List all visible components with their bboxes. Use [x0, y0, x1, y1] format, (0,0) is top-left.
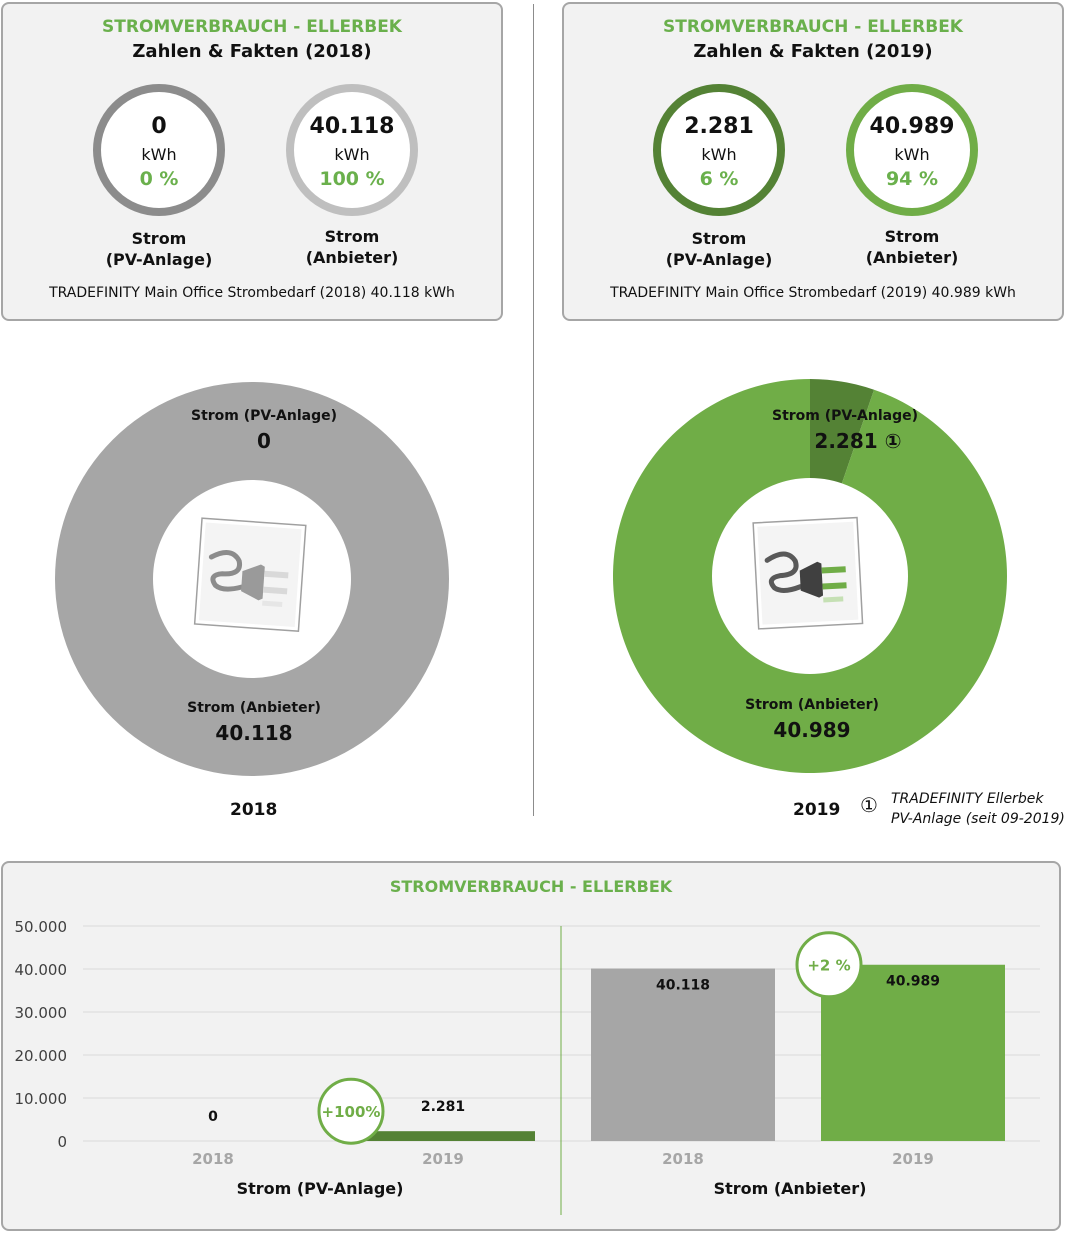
bar-provider-2019 [821, 964, 1005, 1141]
svg-text:+100%: +100% [322, 1103, 381, 1121]
card-subtitle: Zahlen & Fakten (2018) [132, 41, 372, 62]
power-plug-icon [193, 517, 307, 633]
svg-text:+2 %: +2 % [807, 957, 850, 975]
section-divider [533, 4, 534, 816]
pv-value: 0 [151, 114, 167, 139]
bar-value-label: 40.118 [656, 977, 710, 993]
provider-value-ring: 40.989 kWh 94 % [846, 84, 978, 216]
provider-percent: 94 % [885, 168, 939, 190]
donut-year-2018: 2018 [230, 800, 278, 820]
bar-value-label: 2.281 [421, 1099, 465, 1115]
pv-unit: kWh [701, 145, 737, 164]
provider-value: 40.989 [869, 114, 955, 139]
provider-label: Strom (Anbieter) [865, 227, 959, 267]
donut-year-2019: 2019 [793, 800, 841, 820]
y-tick-label: 40.000 [15, 961, 68, 979]
pv-value-ring: 0 kWh 0 % [93, 84, 225, 216]
footnote-line2: PV-Anlage (seit 09-2019) [891, 811, 1065, 827]
donut-provider-label: Strom (Anbieter) [187, 700, 321, 716]
donut-provider-label: Strom (Anbieter) [745, 697, 879, 713]
footnote-marker-icon: ① [860, 793, 878, 817]
provider-unit: kWh [894, 145, 930, 164]
x-tick-label: 2018 [192, 1150, 234, 1168]
y-tick-label: 50.000 [15, 918, 68, 936]
provider-unit: kWh [334, 145, 370, 164]
bar-group-label: Strom (Anbieter) [714, 1179, 867, 1198]
card-footer: TRADEFINITY Main Office Strombedarf (201… [610, 285, 1016, 301]
x-tick-label: 2019 [422, 1150, 464, 1168]
bar-provider-2018 [591, 968, 775, 1141]
bar-value-label: 40.989 [886, 974, 940, 990]
pv-value-ring: 2.281 kWh 6 % [653, 84, 785, 216]
y-tick-label: 30.000 [15, 1004, 68, 1022]
card-title: STROMVERBRAUCH - ELLERBEK [663, 17, 963, 37]
donut-provider-value: 40.118 [215, 721, 292, 745]
donut-pv-value: 0 [257, 429, 271, 453]
power-plug-icon [752, 516, 864, 630]
pv-percent: 0 % [139, 168, 179, 190]
change-badge: +2 % [795, 931, 863, 999]
bar-chart: 0 10.000 20.000 30.000 40.000 50.000 0 2.281 40… [15, 918, 1040, 1215]
donut-provider-value: 40.989 [773, 718, 850, 742]
pv-footnote: ① TRADEFINITY Ellerbek PV-Anlage (seit 0… [860, 789, 1065, 829]
donut-pv-label: Strom (PV-Anlage) [191, 408, 337, 424]
card-title: STROMVERBRAUCH - ELLERBEK [102, 17, 402, 37]
donut-pv-value: 2.281 ① [814, 429, 901, 453]
y-tick-label: 20.000 [15, 1047, 68, 1065]
donut-chart-2018: Strom (PV-Anlage) 0 Strom (Anbieter) 40.… [55, 382, 449, 776]
x-tick-label: 2018 [662, 1150, 704, 1168]
pv-percent: 6 % [699, 168, 739, 190]
card-subtitle: Zahlen & Fakten (2019) [693, 41, 933, 62]
pv-label: Strom (PV-Anlage) [665, 229, 773, 269]
change-badge: +100% [317, 1077, 385, 1145]
footnote-line1: TRADEFINITY Ellerbek [891, 791, 1044, 807]
bar-group-label: Strom (PV-Anlage) [237, 1179, 404, 1198]
bar-chart-title: STROMVERBRAUCH - ELLERBEK [389, 877, 673, 896]
provider-value: 40.118 [309, 114, 395, 139]
bar-pv-2019 [351, 1131, 535, 1141]
provider-label: Strom (Anbieter) [305, 227, 399, 267]
facts-card-2019: STROMVERBRAUCH - ELLERBEK Zahlen & Fakte… [562, 2, 1064, 321]
card-footer: TRADEFINITY Main Office Strombedarf (201… [49, 285, 455, 301]
donut-chart-2019: Strom (PV-Anlage) 2.281 ① Strom (Anbiete… [613, 379, 1007, 773]
facts-card-2018: STROMVERBRAUCH - ELLERBEK Zahlen & Fakte… [1, 2, 503, 321]
pv-label: Strom (PV-Anlage) [105, 229, 213, 269]
pv-value: 2.281 [684, 114, 754, 139]
bar-value-label: 0 [208, 1109, 218, 1125]
y-tick-label: 10.000 [15, 1090, 68, 1108]
pv-unit: kWh [141, 145, 177, 164]
donut-pv-label: Strom (PV-Anlage) [772, 408, 918, 424]
y-tick-label: 0 [57, 1133, 67, 1151]
provider-percent: 100 % [319, 168, 385, 190]
x-tick-label: 2019 [892, 1150, 934, 1168]
provider-value-ring: 40.118 kWh 100 % [286, 84, 418, 216]
